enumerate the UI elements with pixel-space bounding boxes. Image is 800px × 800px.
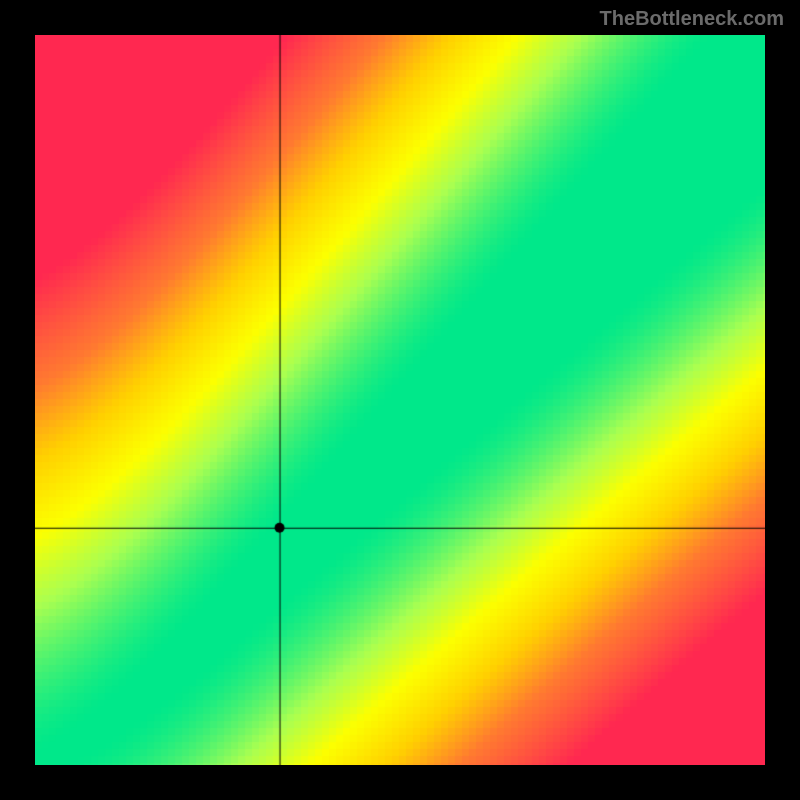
- heatmap-canvas: [35, 35, 765, 765]
- chart-container: TheBottleneck.com: [0, 0, 800, 800]
- watermark-text: TheBottleneck.com: [600, 8, 784, 31]
- heatmap-chart: [35, 35, 765, 765]
